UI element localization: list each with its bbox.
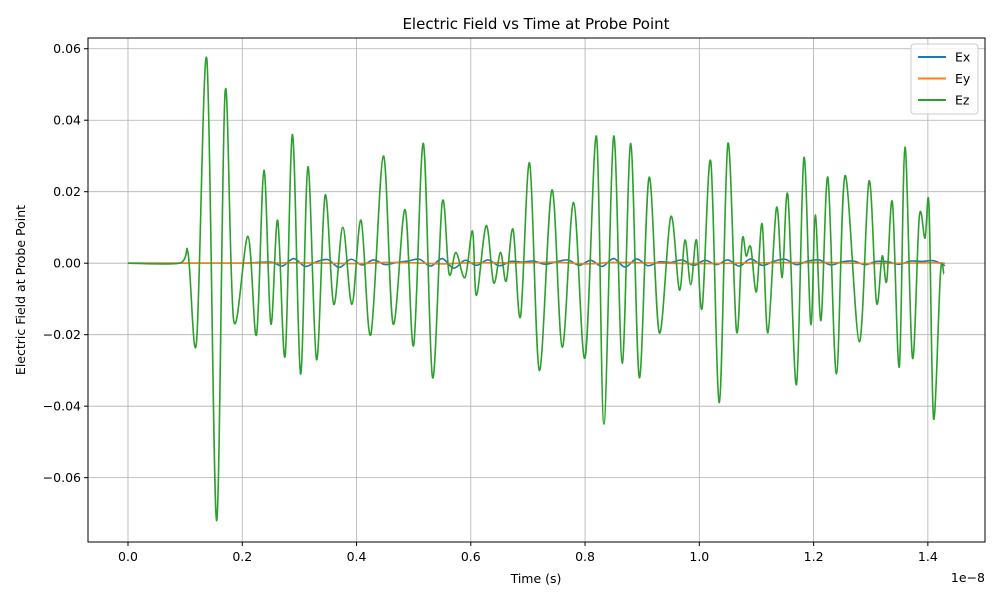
x-scale-offset-label: 1e−8 — [951, 570, 985, 585]
x-axis: 0.0 0.2 0.4 0.6 0.8 1.0 1.2 1.4 — [118, 542, 938, 564]
y-tick-label: 0.04 — [53, 113, 81, 128]
x-tick-label: 0.6 — [461, 549, 481, 564]
chart-title: Electric Field vs Time at Probe Point — [402, 15, 669, 33]
series-line-ez — [127, 56, 945, 522]
x-tick-label: 0.2 — [232, 549, 252, 564]
x-tick-label: 1.2 — [804, 549, 824, 564]
y-tick-label: 0.06 — [53, 41, 81, 56]
series-layer — [127, 56, 946, 522]
legend: Ex Ey Ez — [910, 43, 979, 115]
legend-label-ex: Ex — [955, 50, 970, 65]
x-tick-label: 0.8 — [575, 549, 595, 564]
y-axis-label: Electric Field at Probe Point — [13, 205, 28, 375]
y-tick-label: −0.02 — [43, 327, 81, 342]
x-tick-label: 0.0 — [118, 549, 138, 564]
y-tick-label: 0.02 — [53, 184, 81, 199]
y-tick-label: 0.00 — [53, 256, 81, 271]
x-tick-label: 1.4 — [918, 549, 938, 564]
y-tick-label: −0.04 — [43, 399, 81, 414]
grid — [88, 38, 985, 542]
y-axis: −0.06 −0.04 −0.02 0.00 0.02 0.04 0.06 — [43, 41, 88, 485]
x-tick-label: 1.0 — [689, 549, 709, 564]
y-tick-label: −0.06 — [43, 470, 81, 485]
plot-frame — [87, 37, 986, 543]
x-axis-label: Time (s) — [510, 571, 562, 586]
x-tick-label: 0.4 — [347, 549, 367, 564]
legend-label-ez: Ez — [955, 93, 970, 108]
legend-label-ey: Ey — [955, 71, 971, 86]
